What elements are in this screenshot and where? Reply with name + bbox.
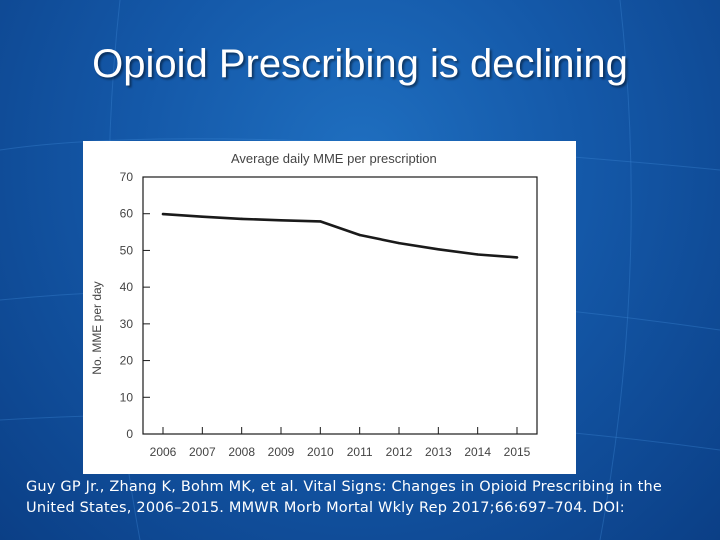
citation-text: Guy GP Jr., Zhang K, Bohm MK, et al. Vit…: [26, 479, 663, 516]
data-point: [279, 219, 283, 222]
data-point: [319, 220, 322, 223]
data-point: [476, 253, 479, 256]
data-point: [240, 217, 243, 221]
y-tick-label: 30: [120, 317, 134, 331]
line-chart: Average daily MME per prescription No. M…: [90, 151, 538, 459]
data-point: [161, 212, 165, 216]
data-point: [437, 248, 440, 251]
x-tick-label: 2015: [504, 445, 531, 459]
x-tick-label: 2008: [228, 445, 255, 459]
y-tick-label: 60: [120, 207, 134, 221]
plot-area-frame: [142, 176, 538, 435]
chart-image: Average daily MME per prescription No. M…: [83, 141, 576, 474]
y-tick-label: 20: [120, 354, 134, 368]
x-tick-label: 2012: [386, 445, 413, 459]
data-point: [358, 233, 361, 237]
data-point: [201, 215, 204, 218]
x-tick-label: 2007: [189, 445, 216, 459]
y-tick-label: 10: [120, 390, 134, 404]
data-point: [397, 241, 401, 245]
x-tick-label: 2009: [268, 445, 295, 459]
y-tick-label: 70: [120, 170, 134, 184]
chart-title: Average daily MME per prescription: [231, 151, 437, 166]
slide-title: Opioid Prescribing is declining: [92, 42, 628, 86]
y-tick-label: 40: [120, 280, 134, 294]
series-line: [161, 212, 519, 259]
data-point: [515, 256, 519, 259]
y-tick-label: 0: [126, 427, 133, 441]
x-tick-label: 2011: [347, 445, 373, 459]
y-tick-label: 50: [120, 243, 134, 257]
x-tick-label: 2013: [425, 445, 452, 459]
x-tick-label: 2010: [307, 445, 334, 459]
x-tick-label: 2006: [150, 445, 177, 459]
y-axis-label: No. MME per day: [90, 281, 104, 374]
x-tick-label: 2014: [464, 445, 491, 459]
